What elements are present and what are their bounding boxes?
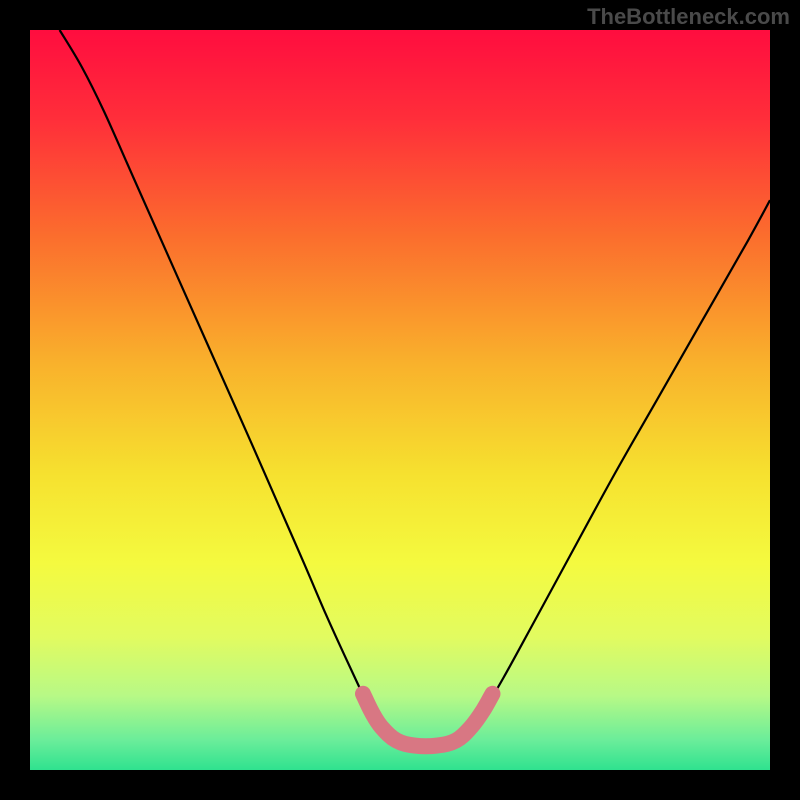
- pink-valley-overlay: [363, 694, 493, 746]
- watermark-text: TheBottleneck.com: [587, 4, 790, 30]
- chart-frame: TheBottleneck.com: [0, 0, 800, 800]
- curve-svg-layer: [0, 0, 800, 800]
- main-v-curve: [60, 30, 770, 747]
